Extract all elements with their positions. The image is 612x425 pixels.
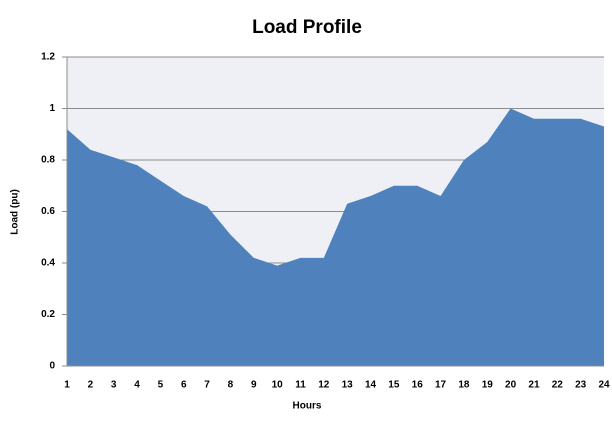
x-tick-label: 3	[111, 380, 117, 391]
x-tick-label: 17	[435, 380, 447, 391]
x-tick-label: 19	[482, 380, 494, 391]
x-tick-label: 20	[505, 380, 517, 391]
y-tick-label: 1	[49, 103, 55, 114]
x-tick-label: 7	[204, 380, 210, 391]
y-axis-title: Load (pu)	[10, 189, 21, 235]
x-tick-label: 10	[272, 380, 284, 391]
x-tick-label: 23	[575, 380, 587, 391]
x-tick-label: 11	[295, 380, 306, 391]
x-tick-label: 8	[228, 380, 234, 391]
x-tick-label: 9	[251, 380, 257, 391]
x-tick-label: 16	[412, 380, 424, 391]
x-tick-label: 13	[342, 380, 354, 391]
y-tick-label: 1.2	[41, 52, 55, 63]
x-tick-label: 21	[528, 380, 540, 391]
y-tick-label: 0	[49, 361, 55, 372]
area	[67, 108, 604, 366]
chart-title: Load Profile	[252, 17, 362, 38]
x-axis-title: Hours	[293, 401, 322, 412]
x-tick-label: 24	[598, 380, 610, 391]
y-tick-label: 0.6	[41, 206, 55, 217]
y-tick-label: 0.2	[41, 309, 55, 320]
x-tick-label: 12	[318, 380, 330, 391]
x-tick-label: 14	[365, 380, 377, 391]
x-tick-label: 18	[458, 380, 470, 391]
x-tick-label: 4	[134, 380, 140, 391]
x-tick-label: 2	[88, 380, 94, 391]
x-tick-label: 15	[388, 380, 400, 391]
x-tick-label: 5	[158, 380, 164, 391]
x-tick-label: 1	[64, 380, 70, 391]
y-tick-label: 0.4	[41, 258, 55, 269]
x-tick-label: 6	[181, 380, 187, 391]
y-tick-label: 0.8	[41, 155, 55, 166]
x-tick-label: 22	[552, 380, 564, 391]
